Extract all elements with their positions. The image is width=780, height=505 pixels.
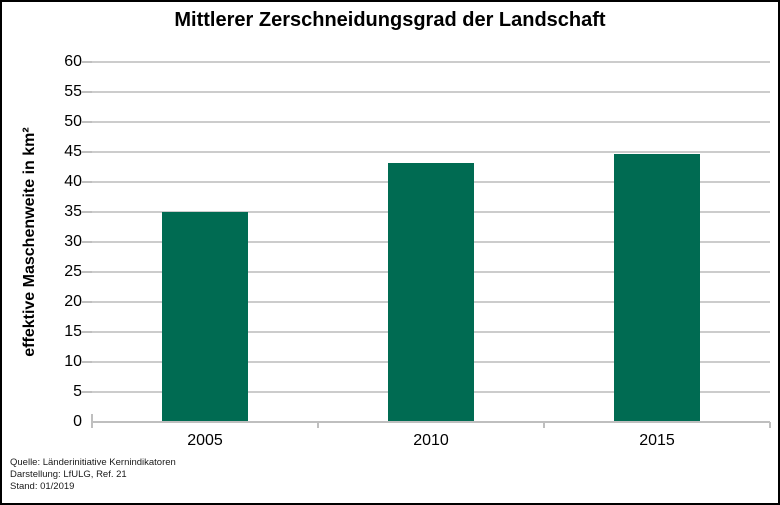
y-axis-tick: [82, 391, 92, 393]
y-tick-label: 30: [64, 233, 82, 250]
y-tick-label: 0: [73, 413, 82, 430]
y-axis-tick: [82, 91, 92, 93]
y-axis-tick: [82, 331, 92, 333]
y-tick-label: 15: [64, 323, 82, 340]
y-axis-tick: [82, 151, 92, 153]
y-tick-label: 55: [64, 83, 82, 100]
chart-title: Mittlerer Zerschneidungsgrad der Landsch…: [174, 9, 606, 31]
y-axis-tick: [82, 181, 92, 183]
x-axis-tick: [317, 422, 319, 428]
x-axis-line: [92, 421, 770, 423]
bar-2015: [614, 153, 700, 422]
x-axis-tick: [91, 422, 93, 428]
x-tick-label: 2005: [187, 432, 223, 449]
y-axis-stub: [91, 414, 93, 422]
x-tick-label: 2015: [639, 432, 675, 449]
bar-2010: [388, 162, 474, 422]
source-block: Quelle: Länderinitiative Kernindikatoren…: [10, 457, 176, 493]
y-tick-label: 40: [64, 173, 82, 190]
y-axis-title: effektive Maschenweite in km²: [21, 127, 38, 357]
y-tick-label: 50: [64, 113, 82, 130]
y-tick-label: 5: [73, 383, 82, 400]
source-line-quelle: Quelle: Länderinitiative Kernindikatoren: [10, 457, 176, 468]
y-axis-tick: [82, 241, 92, 243]
y-axis-tick: [82, 61, 92, 63]
y-tick-label: 10: [64, 353, 82, 370]
bar-2005: [162, 212, 248, 422]
y-gridline: [92, 61, 770, 63]
y-axis-tick: [82, 301, 92, 303]
y-tick-label: 45: [64, 143, 82, 160]
y-gridline: [92, 121, 770, 123]
x-tick-label: 2010: [413, 432, 449, 449]
y-axis-tick: [82, 121, 92, 123]
y-gridline: [92, 151, 770, 153]
y-tick-label: 60: [64, 53, 82, 70]
source-line-stand: Stand: 01/2019: [10, 481, 75, 492]
y-tick-label: 35: [64, 203, 82, 220]
y-axis-tick: [82, 361, 92, 363]
x-axis-tick: [543, 422, 545, 428]
y-gridline: [92, 91, 770, 93]
y-axis-tick: [82, 271, 92, 273]
y-axis-tick: [82, 211, 92, 213]
source-line-darstellung: Darstellung: LfULG, Ref. 21: [10, 469, 127, 480]
y-tick-label: 20: [64, 293, 82, 310]
x-axis-tick: [769, 422, 771, 428]
y-tick-label: 25: [64, 263, 82, 280]
